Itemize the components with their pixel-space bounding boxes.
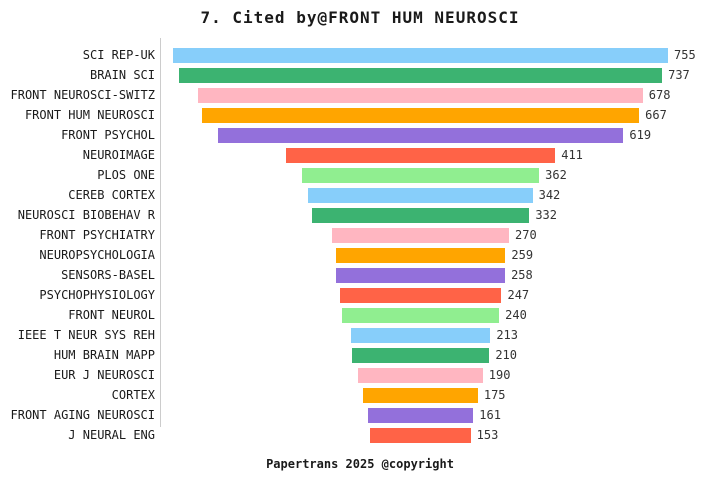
bar-value-label: 678 xyxy=(648,88,671,102)
category-label: FRONT HUM NEUROSCI xyxy=(24,108,155,122)
copyright-text: Papertrans 2025 @copyright xyxy=(266,457,454,471)
chart-title: 7. Cited by@FRONT HUM NEUROSCI xyxy=(200,8,520,27)
category-label: EUR J NEUROSCI xyxy=(53,368,155,382)
bar xyxy=(335,268,506,283)
bar-value-label: 411 xyxy=(561,148,583,162)
bar xyxy=(331,228,509,243)
bar xyxy=(308,188,533,203)
bar xyxy=(301,168,540,183)
category-label: PLOS ONE xyxy=(97,168,155,182)
bar-value-label: 153 xyxy=(476,428,499,442)
bar xyxy=(335,248,506,263)
bar xyxy=(370,428,471,443)
category-label: IEEE T NEUR SYS REH xyxy=(17,328,155,342)
category-label: J NEURAL ENG xyxy=(68,428,155,442)
bar-value-label: 258 xyxy=(511,268,533,282)
category-label: NEUROSCI BIOBEHAV R xyxy=(17,208,155,222)
category-label: NEUROIMAGE xyxy=(82,148,155,162)
bar xyxy=(367,408,474,423)
category-label: PSYCHOPHYSIOLOGY xyxy=(39,288,155,302)
y-axis-line xyxy=(160,38,161,427)
bar xyxy=(339,288,502,303)
category-label: CEREB CORTEX xyxy=(68,188,155,202)
bar-value-label: 210 xyxy=(495,348,518,362)
bar-value-label: 175 xyxy=(483,388,506,402)
category-label: SENSORS-BASEL xyxy=(61,268,155,282)
bar xyxy=(178,68,663,83)
category-label: SCI REP-UK xyxy=(82,48,155,62)
bar-value-label: 362 xyxy=(545,168,567,182)
bar-value-label: 667 xyxy=(645,108,667,122)
bar-value-label: 161 xyxy=(479,408,501,422)
bar xyxy=(341,308,500,323)
category-label: FRONT NEUROSCI-SWITZ xyxy=(10,88,156,102)
bar xyxy=(350,328,491,343)
bar-value-label: 755 xyxy=(674,48,696,62)
bar xyxy=(358,368,483,383)
category-label: CORTEX xyxy=(111,388,155,402)
category-label: HUM BRAIN MAPP xyxy=(53,348,155,362)
bar-value-label: 190 xyxy=(488,368,511,382)
category-label: BRAIN SCI xyxy=(89,68,155,82)
category-label: FRONT PSYCHOL xyxy=(61,128,155,142)
bar xyxy=(173,48,668,63)
bar-value-label: 332 xyxy=(535,208,558,222)
bar-value-label: 259 xyxy=(511,248,534,262)
bar-value-label: 342 xyxy=(538,188,561,202)
bar-value-label: 270 xyxy=(515,228,537,242)
bar xyxy=(311,208,530,223)
bar-value-label: 619 xyxy=(629,128,652,142)
bar xyxy=(351,348,490,363)
category-label: FRONT NEUROL xyxy=(68,308,155,322)
bar-value-label: 737 xyxy=(668,68,690,82)
category-label: FRONT PSYCHIATRY xyxy=(39,228,155,242)
category-label: NEUROPSYCHOLOGIA xyxy=(39,248,155,262)
bar xyxy=(198,88,643,103)
bar-value-label: 247 xyxy=(507,288,530,302)
category-label: FRONT AGING NEUROSCI xyxy=(10,408,156,422)
bar xyxy=(217,128,624,143)
bar xyxy=(201,108,640,123)
bar xyxy=(363,388,478,403)
bar xyxy=(285,148,556,163)
bar-value-label: 240 xyxy=(505,308,527,322)
bar-value-label: 213 xyxy=(496,328,518,342)
